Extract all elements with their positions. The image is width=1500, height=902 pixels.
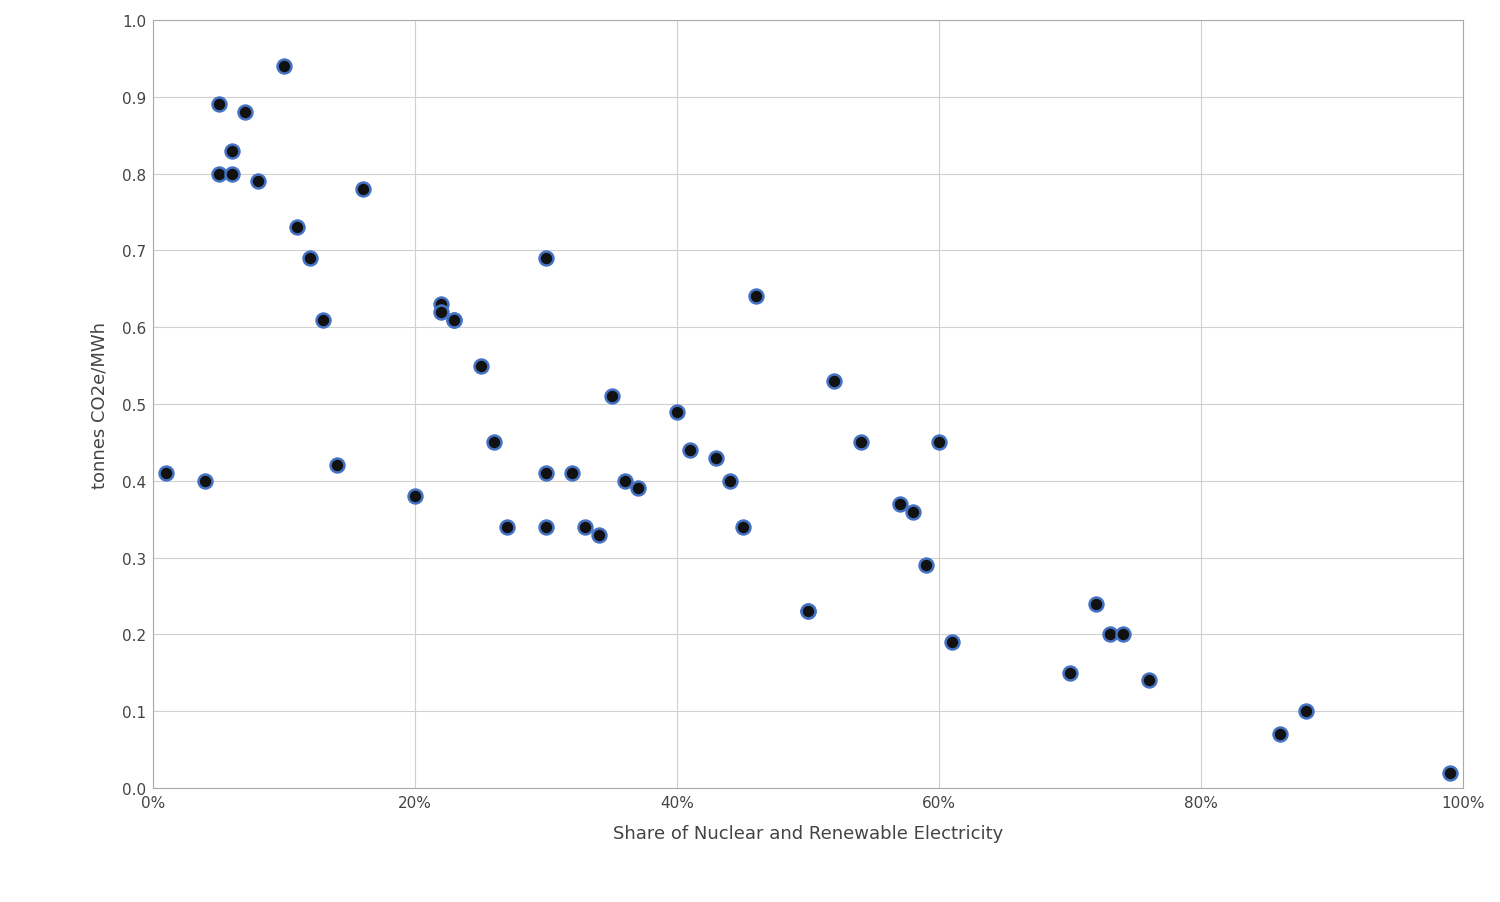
Point [600,390,624,404]
Point [902,505,926,520]
Point [534,466,558,481]
Point [194,474,217,489]
Point [561,466,585,481]
Point [312,313,336,327]
Point [246,175,270,189]
Point [495,520,519,535]
Point [626,482,650,496]
Point [586,528,610,542]
Point [744,290,768,304]
Point [285,221,309,235]
Point [1058,666,1082,680]
Point [849,436,873,450]
Point [822,374,846,389]
X-axis label: Share of Nuclear and Renewable Electricity: Share of Nuclear and Renewable Electrici… [614,824,1004,842]
Point [705,451,729,465]
Point [429,305,453,319]
Point [914,558,938,573]
Point [232,106,256,120]
Point [272,60,296,74]
Point [207,167,231,181]
Point [1084,597,1108,612]
Point [927,436,951,450]
Point [573,520,597,535]
Point [730,520,754,535]
Point [219,144,243,159]
Point [324,459,348,474]
Point [1438,766,1462,780]
Point [207,98,231,113]
Point [1110,628,1134,642]
Point [404,490,427,504]
Point [1137,674,1161,688]
Point [534,252,558,266]
Point [429,298,453,312]
Point [482,436,506,450]
Point [888,497,912,511]
Point [796,604,820,619]
Point [1098,628,1122,642]
Point [940,635,964,649]
Point [534,520,558,535]
Point [1294,704,1318,719]
Point [219,167,243,181]
Y-axis label: tonnes CO2e/MWh: tonnes CO2e/MWh [90,321,108,488]
Point [468,359,492,373]
Point [796,604,820,619]
Point [154,466,178,481]
Point [664,405,688,419]
Point [678,444,702,458]
Point [717,474,741,489]
Point [612,474,636,489]
Point [442,313,466,327]
Point [351,182,375,197]
Point [1268,727,1292,741]
Point [442,313,466,327]
Point [298,252,322,266]
